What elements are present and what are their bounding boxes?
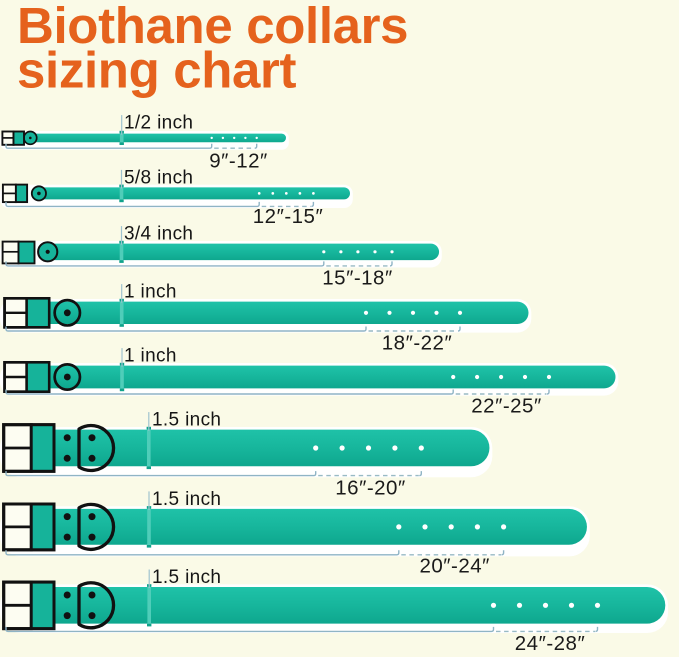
svg-text:1.5 inch: 1.5 inch <box>152 489 221 510</box>
svg-text:1/2 inch: 1/2 inch <box>124 113 193 134</box>
svg-text:20″-24″: 20″-24″ <box>419 555 489 578</box>
svg-text:9″-12″: 9″-12″ <box>209 150 268 173</box>
svg-text:1 inch: 1 inch <box>124 346 177 367</box>
svg-text:24″-28″: 24″-28″ <box>515 632 585 652</box>
svg-text:16″-20″: 16″-20″ <box>335 477 405 500</box>
svg-text:sizing chart: sizing chart <box>17 42 297 99</box>
svg-text:18″-22″: 18″-22″ <box>382 332 452 355</box>
svg-text:22″-25″: 22″-25″ <box>471 395 541 418</box>
svg-text:12″-15″: 12″-15″ <box>253 205 323 228</box>
svg-text:Biothane collars: Biothane collars <box>17 0 408 54</box>
svg-text:15″-18″: 15″-18″ <box>322 267 392 290</box>
svg-text:1 inch: 1 inch <box>124 282 177 303</box>
svg-text:1.5 inch: 1.5 inch <box>152 567 221 588</box>
svg-text:1.5 inch: 1.5 inch <box>152 410 221 431</box>
svg-text:5/8 inch: 5/8 inch <box>124 167 193 188</box>
svg-text:3/4 inch: 3/4 inch <box>124 224 193 245</box>
